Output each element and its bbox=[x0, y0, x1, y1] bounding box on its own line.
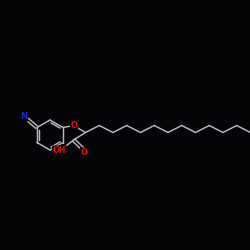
Text: N: N bbox=[20, 112, 28, 121]
Text: O: O bbox=[80, 148, 87, 157]
Text: O: O bbox=[70, 120, 78, 130]
Text: OH: OH bbox=[53, 146, 66, 155]
